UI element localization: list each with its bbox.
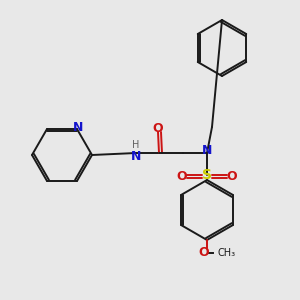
Text: H: H bbox=[132, 140, 140, 150]
Text: N: N bbox=[73, 121, 83, 134]
Text: S: S bbox=[202, 168, 212, 182]
Text: O: O bbox=[153, 122, 163, 136]
Text: O: O bbox=[227, 169, 237, 182]
Text: O: O bbox=[177, 169, 187, 182]
Text: N: N bbox=[202, 143, 212, 157]
Text: N: N bbox=[131, 149, 141, 163]
Text: CH₃: CH₃ bbox=[218, 248, 236, 258]
Text: O: O bbox=[199, 247, 209, 260]
